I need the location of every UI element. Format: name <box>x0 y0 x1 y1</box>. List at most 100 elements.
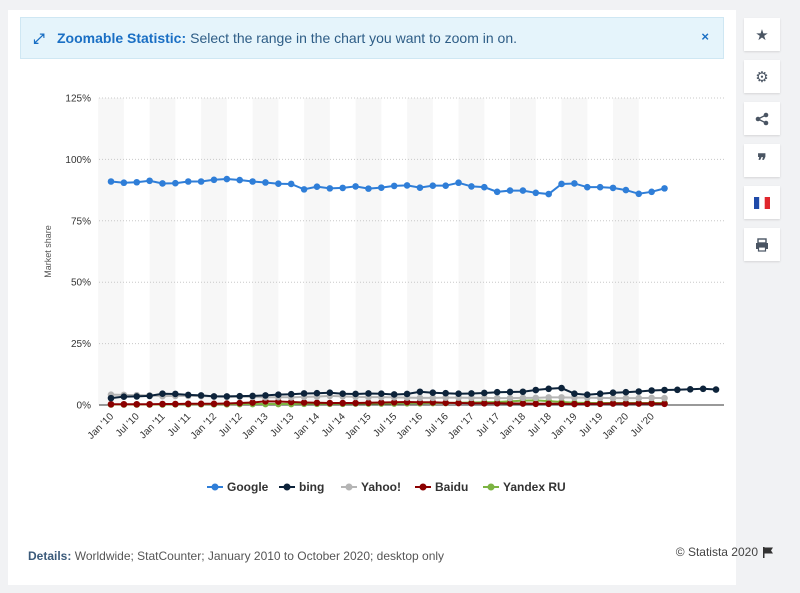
data-point <box>300 390 308 397</box>
legend-label: Google <box>227 480 269 494</box>
details-text: Worldwide; StatCounter; January 2010 to … <box>74 549 445 563</box>
print-button[interactable] <box>744 228 780 261</box>
data-point <box>133 393 141 400</box>
y-tick-label: 100% <box>65 155 91 166</box>
series-baidu <box>107 398 668 408</box>
data-point <box>558 180 565 188</box>
sidebar-toolbar: ★ ⚙ ❞ <box>744 18 780 270</box>
x-tick-label: Jul '10 <box>114 411 142 439</box>
data-point <box>429 182 437 189</box>
legend-item[interactable]: Baidu <box>415 480 468 494</box>
data-point <box>583 400 591 408</box>
language-button[interactable] <box>744 186 780 219</box>
data-point <box>493 388 501 396</box>
data-point <box>120 393 128 400</box>
plot-band <box>407 98 433 405</box>
data-point <box>352 399 359 407</box>
data-point <box>339 399 347 407</box>
data-point <box>596 390 604 398</box>
data-point <box>275 391 282 398</box>
data-point <box>133 178 141 186</box>
data-point <box>519 400 527 407</box>
legend: Google bing Yahoo! Baidu Yandex RU <box>207 480 566 494</box>
data-point <box>313 399 321 407</box>
data-point <box>210 393 218 400</box>
data-point <box>326 399 334 407</box>
data-point <box>159 180 166 187</box>
flag-small-icon <box>763 547 773 558</box>
legend-item[interactable]: Yahoo! <box>341 480 401 494</box>
data-point <box>287 390 295 398</box>
legend-label: Yandex RU <box>503 480 566 494</box>
data-point <box>352 390 359 398</box>
legend-item[interactable]: bing <box>279 480 324 494</box>
close-icon[interactable]: × <box>701 29 709 44</box>
data-point <box>493 399 501 407</box>
legend-marker <box>487 483 495 491</box>
statista-credit[interactable]: © Statista 2020 <box>676 545 774 559</box>
data-point <box>635 388 643 395</box>
x-tick-label: Jan '18 <box>498 411 529 442</box>
data-point <box>506 394 514 402</box>
data-point <box>480 399 488 407</box>
data-point <box>223 393 231 400</box>
x-tick-label: Jan '10 <box>86 411 117 442</box>
zoom-expand-icon: ⤢ <box>33 29 45 46</box>
data-point <box>378 184 385 191</box>
data-point <box>519 394 527 402</box>
data-point <box>506 400 514 407</box>
plot-band <box>98 98 124 405</box>
data-point <box>583 183 591 191</box>
data-point <box>416 394 424 402</box>
data-point <box>558 384 565 392</box>
y-tick-label: 50% <box>71 278 91 289</box>
data-point <box>133 400 141 408</box>
data-point <box>107 394 115 402</box>
data-point <box>468 399 475 407</box>
x-tick-label: Jan '11 <box>138 411 168 441</box>
data-point <box>455 399 462 407</box>
data-point <box>532 400 540 408</box>
data-point <box>455 390 462 398</box>
data-point <box>378 390 385 398</box>
data-point <box>262 392 269 399</box>
data-point <box>236 392 244 400</box>
favorite-button[interactable]: ★ <box>744 18 780 51</box>
data-point <box>236 176 244 184</box>
data-point <box>249 399 256 406</box>
data-point <box>468 183 475 190</box>
data-point <box>622 400 630 407</box>
legend-label: Yahoo! <box>361 480 401 494</box>
credit-text: © Statista 2020 <box>675 545 758 559</box>
legend-item[interactable]: Yandex RU <box>483 480 566 494</box>
legend-item[interactable]: Google <box>207 480 269 494</box>
print-icon <box>756 237 768 252</box>
data-point <box>352 183 359 190</box>
data-point <box>609 184 617 192</box>
data-point <box>172 400 179 408</box>
cite-button[interactable]: ❞ <box>744 144 780 177</box>
data-point <box>249 178 256 185</box>
settings-button[interactable]: ⚙ <box>744 60 780 93</box>
share-icon <box>755 112 769 125</box>
data-point <box>172 390 179 398</box>
data-point <box>365 399 372 407</box>
details-label: Details: <box>28 549 72 563</box>
data-point <box>339 184 347 192</box>
data-point <box>249 392 256 400</box>
x-tick-label: Jan '14 <box>292 411 323 442</box>
share-button[interactable] <box>744 102 780 135</box>
data-point <box>146 392 153 400</box>
data-point <box>532 189 540 197</box>
plot-band <box>355 98 382 405</box>
y-tick-label: 75% <box>71 216 91 227</box>
data-point <box>390 391 398 398</box>
data-point <box>648 387 655 394</box>
plot-bands <box>98 98 639 405</box>
legend-marker <box>345 483 353 491</box>
data-point <box>609 400 617 407</box>
x-tick-label: Jan '20 <box>601 411 632 442</box>
data-point <box>429 394 437 402</box>
data-point <box>390 182 398 190</box>
